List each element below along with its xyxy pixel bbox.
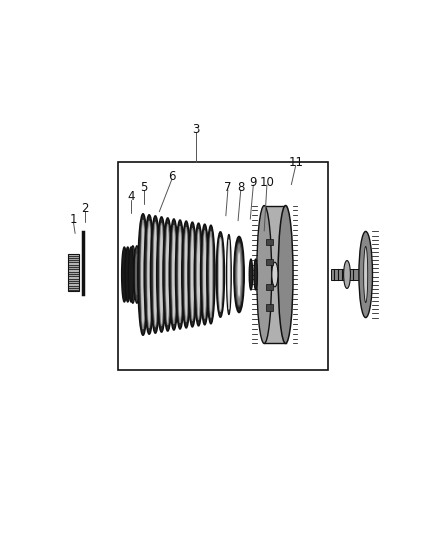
Ellipse shape	[359, 231, 372, 318]
Ellipse shape	[130, 246, 136, 303]
Ellipse shape	[272, 262, 278, 287]
Ellipse shape	[163, 218, 173, 331]
Ellipse shape	[236, 243, 243, 306]
Ellipse shape	[150, 216, 160, 333]
Ellipse shape	[203, 230, 207, 319]
Text: 3: 3	[192, 123, 199, 136]
Ellipse shape	[131, 254, 134, 295]
Ellipse shape	[182, 221, 191, 328]
Ellipse shape	[122, 247, 127, 302]
Ellipse shape	[254, 259, 258, 290]
Ellipse shape	[278, 206, 293, 343]
Bar	[265, 304, 273, 311]
Ellipse shape	[188, 222, 197, 327]
Bar	[117, 163, 328, 370]
Ellipse shape	[125, 247, 131, 302]
Text: 8: 8	[237, 181, 244, 193]
Text: 9: 9	[250, 176, 257, 189]
Ellipse shape	[207, 225, 215, 324]
Ellipse shape	[172, 225, 176, 324]
Ellipse shape	[364, 246, 368, 303]
Bar	[331, 269, 371, 280]
Ellipse shape	[194, 223, 203, 326]
Bar	[265, 260, 273, 265]
Ellipse shape	[237, 250, 241, 299]
Text: 2: 2	[81, 202, 89, 215]
Ellipse shape	[197, 229, 201, 320]
Ellipse shape	[134, 246, 140, 303]
Text: 7: 7	[224, 181, 232, 193]
Text: 11: 11	[288, 156, 303, 169]
Ellipse shape	[166, 224, 170, 325]
Text: 4: 4	[127, 190, 135, 204]
Ellipse shape	[228, 240, 230, 309]
Ellipse shape	[144, 215, 154, 334]
Ellipse shape	[226, 235, 231, 314]
Ellipse shape	[234, 237, 244, 312]
Ellipse shape	[157, 217, 166, 332]
Ellipse shape	[138, 214, 148, 335]
Ellipse shape	[201, 224, 209, 325]
Ellipse shape	[184, 227, 188, 322]
Ellipse shape	[139, 254, 143, 295]
Bar	[68, 254, 78, 292]
Ellipse shape	[159, 223, 164, 326]
Text: 1: 1	[70, 213, 77, 225]
Ellipse shape	[191, 228, 194, 321]
Ellipse shape	[257, 206, 272, 343]
Text: 10: 10	[259, 176, 274, 189]
Ellipse shape	[219, 238, 223, 311]
Bar	[265, 284, 273, 290]
Ellipse shape	[141, 220, 145, 329]
Text: 6: 6	[168, 170, 176, 183]
Ellipse shape	[138, 246, 144, 303]
Text: 5: 5	[140, 181, 148, 193]
Ellipse shape	[143, 254, 147, 295]
Bar	[264, 206, 286, 343]
Ellipse shape	[128, 247, 134, 302]
Bar	[265, 239, 273, 245]
Ellipse shape	[135, 254, 138, 295]
Ellipse shape	[142, 246, 148, 303]
Ellipse shape	[209, 231, 213, 318]
Ellipse shape	[153, 222, 158, 327]
Ellipse shape	[147, 221, 152, 328]
Ellipse shape	[216, 232, 225, 317]
Ellipse shape	[169, 219, 179, 330]
Ellipse shape	[176, 220, 184, 329]
Ellipse shape	[249, 259, 253, 290]
Ellipse shape	[178, 226, 182, 323]
Ellipse shape	[344, 261, 350, 288]
